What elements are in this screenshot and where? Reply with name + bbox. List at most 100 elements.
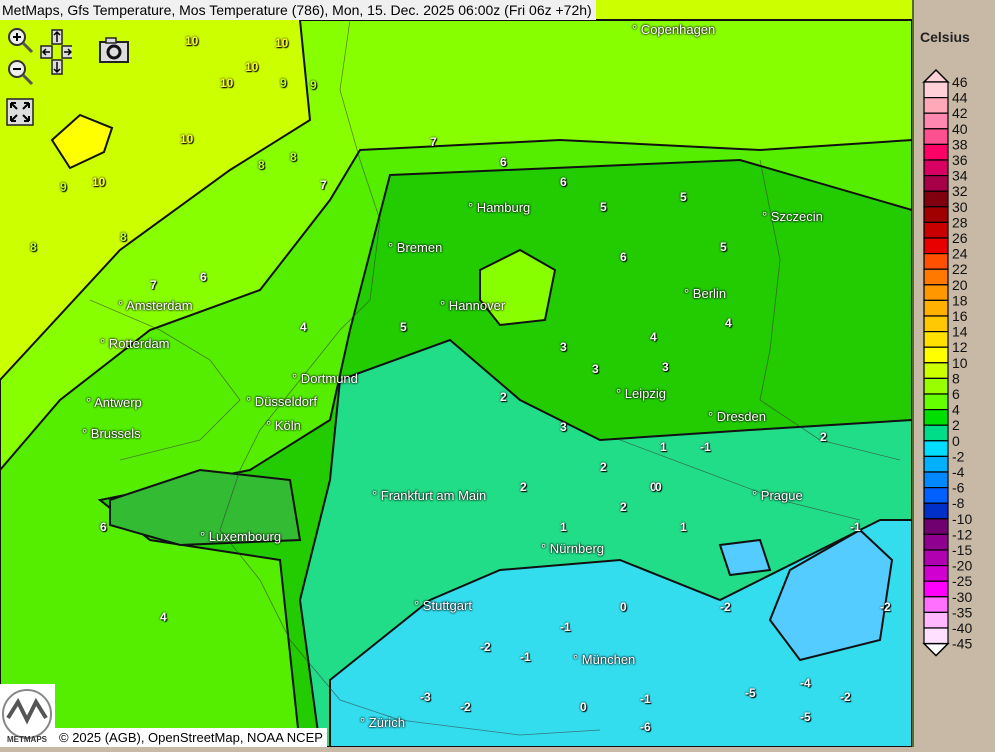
legend-swatch [923, 549, 949, 567]
station-value: 1 [660, 440, 667, 454]
station-value: -2 [480, 640, 491, 654]
zoom-out-icon [8, 60, 34, 86]
legend-swatch [923, 424, 949, 442]
station-value: 3 [560, 340, 567, 354]
station-value: 0 [655, 480, 662, 494]
legend-label: 0 [952, 433, 960, 449]
legend-panel: Celsius 46 44 42 40 38 36 34 32 30 28 26 24 22 20 18 16… [912, 0, 995, 747]
legend-swatch [923, 97, 949, 114]
zoom-in-button[interactable] [6, 26, 34, 59]
legend-label: -6 [952, 480, 965, 496]
legend-swatch [923, 112, 949, 130]
city-label: ° Antwerp [86, 395, 142, 410]
station-value: 6 [100, 520, 107, 534]
station-value: -4 [800, 676, 811, 690]
station-value: -1 [700, 440, 711, 454]
station-value: 8 [30, 240, 37, 254]
legend-swatch [923, 362, 949, 379]
legend-label: 42 [952, 105, 968, 121]
station-value: 8 [258, 158, 265, 172]
station-value: 10 [180, 132, 194, 146]
station-value: 6 [500, 155, 507, 169]
legend-swatch [923, 533, 949, 551]
legend-scale: 4644424038363432302826242220181614121086… [922, 68, 972, 657]
legend-label: 38 [952, 136, 968, 152]
legend-swatch [923, 565, 949, 582]
fullscreen-icon [6, 98, 34, 126]
city-label: ° Amsterdam [118, 298, 193, 313]
city-label: ° München [573, 652, 636, 667]
station-value: -1 [850, 520, 861, 534]
station-value: -2 [840, 690, 851, 704]
station-value: 10 [220, 76, 234, 90]
station-value: 10 [185, 34, 199, 48]
legend-swatch [923, 409, 949, 426]
city-label: ° Bremen [388, 240, 443, 255]
legend-swatch [923, 502, 949, 520]
legend-swatch [923, 143, 949, 161]
legend-label: 34 [952, 168, 968, 184]
station-value: -5 [745, 686, 756, 700]
legend-swatch [923, 487, 949, 504]
station-value: 4 [160, 610, 167, 624]
pan-arrows-icon [40, 29, 74, 75]
city-label: ° Berlin [684, 286, 727, 301]
legend-swatch [923, 393, 949, 411]
station-value: -1 [640, 692, 651, 706]
camera-icon [99, 37, 129, 63]
station-value: 1 [680, 520, 687, 534]
station-value: -1 [560, 620, 571, 634]
station-value: 3 [662, 360, 669, 374]
station-value: 8 [290, 150, 297, 164]
station-value: 5 [400, 320, 407, 334]
station-value: -6 [640, 720, 651, 734]
temperature-map[interactable] [0, 0, 912, 747]
metmaps-logo: METMAPS [0, 684, 55, 747]
legend-swatch [923, 159, 949, 177]
legend-swatch [923, 221, 949, 239]
legend-swatch [923, 315, 949, 333]
legend-label: 22 [952, 261, 968, 277]
legend-swatch [923, 440, 949, 457]
station-value: 6 [200, 270, 207, 284]
station-value: 2 [500, 390, 507, 404]
city-label: ° Rotterdam [100, 336, 170, 351]
station-value: 0 [580, 700, 587, 714]
legend-label: -45 [952, 636, 972, 652]
pan-control[interactable] [40, 28, 74, 81]
station-value: 10 [92, 175, 106, 189]
legend-label: -35 [952, 604, 972, 620]
station-value: 7 [430, 135, 437, 149]
legend-swatch [923, 346, 949, 364]
station-value: 3 [592, 362, 599, 376]
station-value: 6 [560, 175, 567, 189]
station-value: 10 [245, 60, 259, 74]
station-value: 7 [150, 278, 157, 292]
fullscreen-button[interactable] [6, 98, 34, 131]
legend-label: -8 [952, 495, 965, 511]
legend-label: 24 [952, 246, 968, 262]
legend-swatch [923, 627, 949, 645]
legend-swatch [923, 237, 949, 255]
station-value: 0 [620, 600, 627, 614]
legend-swatch [923, 580, 949, 598]
legend-label: -20 [952, 558, 972, 574]
legend-swatch [923, 206, 949, 224]
city-label: ° Frankfurt am Main [372, 488, 487, 503]
legend-label: 10 [952, 355, 968, 371]
zone-minus2-0 [329, 519, 912, 747]
legend-swatch [923, 471, 949, 489]
city-label: ° Leipzig [616, 386, 667, 401]
zone-cold-blob-2 [718, 538, 772, 577]
screenshot-button[interactable] [98, 36, 130, 69]
city-label: ° Köln [266, 418, 301, 433]
zoom-out-button[interactable] [6, 58, 34, 91]
legend-label: 46 [952, 74, 968, 90]
legend-label: 2 [952, 417, 960, 433]
legend-label: 40 [952, 121, 968, 137]
legend-label: 6 [952, 386, 960, 402]
legend-label: -12 [952, 526, 972, 542]
station-value: -2 [880, 600, 891, 614]
station-value: 5 [600, 200, 607, 214]
station-value: 5 [680, 190, 687, 204]
